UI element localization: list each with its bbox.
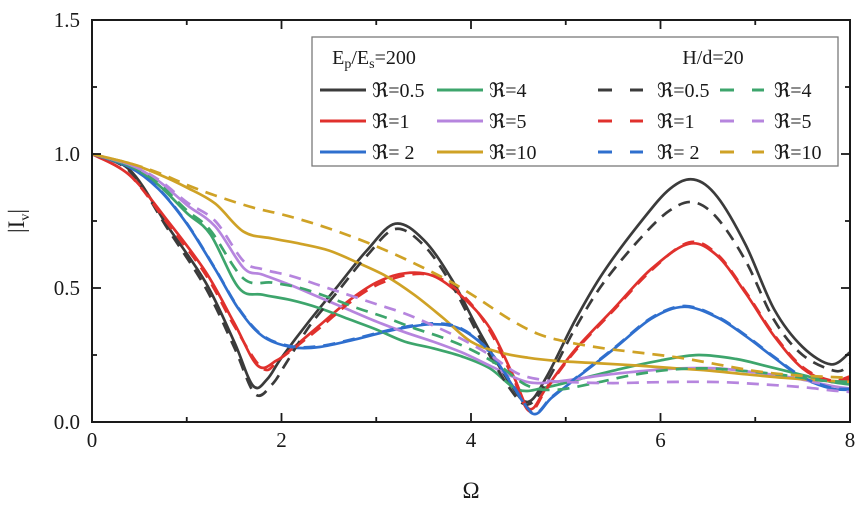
axis-labels-layer: 0 2 4 6 8 0.0 0.5 1.0 1.5 Ω |Iv​|: [4, 8, 855, 503]
legend-entry-label: ℜ= 2: [657, 142, 700, 164]
legend-entry-label: ℜ=5: [489, 111, 527, 133]
legend-entry-label: ℜ=0.5: [657, 80, 710, 102]
curve-solid-r5: [91, 152, 851, 390]
legend-entry-label: ℜ= 2: [372, 142, 415, 164]
legend-box: [311, 36, 839, 167]
curve-dashed-r2: [91, 152, 851, 415]
y-tick-label-1.5: 1.5: [54, 8, 80, 32]
y-axis-label: |Iv​|: [4, 209, 33, 233]
legend-group-title-solid: Ep​/Es​=200: [332, 47, 416, 72]
curve-solid-r05: [91, 152, 851, 404]
legend-entry-label: ℜ=0.5: [372, 80, 425, 102]
y-tick-label-0.5: 0.5: [54, 276, 80, 300]
y-tick-label-1.0: 1.0: [54, 142, 80, 166]
x-tick-label-0: 0: [87, 428, 98, 452]
axes-layer: [91, 19, 851, 423]
x-axis-label: Ω: [462, 478, 479, 503]
legend-entry-label: ℜ=5: [774, 111, 812, 133]
legend-entry-label: ℜ=4: [774, 80, 812, 102]
legend-group-title-dashed: H/d=20: [682, 47, 743, 69]
legend-entry-label: ℜ=1: [372, 111, 410, 133]
x-tick-label-6: 6: [655, 428, 666, 452]
curve-dashed-r4: [91, 152, 851, 392]
curve-solid-r4: [91, 152, 851, 393]
curves-layer: [91, 152, 851, 416]
curve-dashed-r1: [91, 152, 851, 413]
legend-entry-label: ℜ=1: [657, 111, 695, 133]
curve-dashed-r5: [91, 152, 851, 394]
curve-dashed-r05: [91, 152, 851, 406]
x-tick-label-8: 8: [845, 428, 856, 452]
curve-dashed-r10: [91, 152, 851, 380]
x-tick-label-2: 2: [276, 428, 287, 452]
legend-entry-label: ℜ=10: [489, 142, 537, 164]
legend: Ep​/Es​=200 ℜ=0.5 ℜ=1 ℜ= 2 ℜ=4 ℜ=5 ℜ=10 H/d=20 ℜ…: [311, 36, 839, 167]
y-tick-label-0.0: 0.0: [54, 410, 80, 434]
x-tick-label-4: 4: [466, 428, 477, 452]
legend-entry-label: ℜ=4: [489, 80, 527, 102]
legend-entry-label: ℜ=10: [774, 142, 822, 164]
curve-solid-r10: [91, 152, 851, 384]
